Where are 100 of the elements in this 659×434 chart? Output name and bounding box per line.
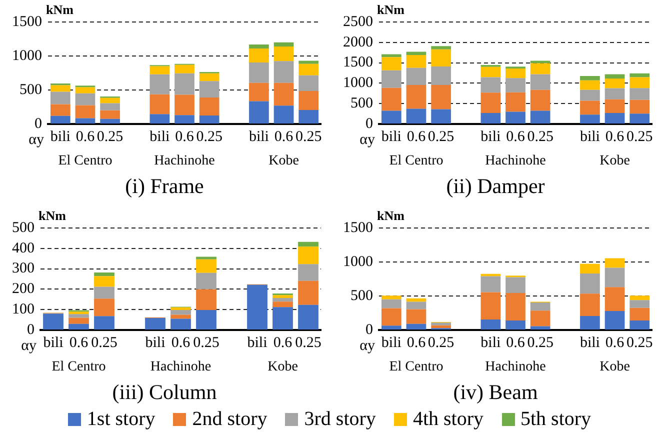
bar: [50, 85, 70, 92]
text: (ii) Damper: [446, 173, 545, 200]
x-tick-label: 0.6: [506, 128, 526, 145]
bar: [431, 85, 451, 110]
bar: [480, 112, 501, 124]
bar: [406, 309, 426, 324]
bar: [196, 272, 216, 290]
bar: [298, 110, 319, 124]
bar: [406, 302, 426, 310]
bar: [406, 85, 426, 109]
bar: [580, 294, 600, 316]
bar: [75, 118, 96, 124]
bar: [298, 242, 318, 247]
bar: [604, 112, 625, 124]
y-tick-label: 1500: [343, 54, 373, 71]
bar: [580, 76, 600, 80]
bar: [530, 310, 550, 326]
y-tick-label: 300: [12, 260, 34, 277]
y-tick-label: 0: [27, 322, 34, 338]
bar: [381, 308, 402, 326]
bar: [630, 300, 650, 308]
bar: [75, 93, 96, 106]
bar: [274, 61, 294, 83]
bar: [50, 104, 70, 116]
text: Hachinohe: [154, 154, 215, 169]
y-axis-title: kNm: [377, 2, 405, 17]
text: Hachinohe: [150, 360, 212, 375]
bar: [145, 318, 166, 330]
legend-label: 1st story: [86, 408, 156, 431]
bar: [530, 90, 550, 111]
bar: [604, 99, 625, 113]
bar: [298, 304, 318, 330]
bar: [100, 103, 120, 110]
bar: [249, 62, 269, 83]
y-tick-label: 1000: [343, 254, 373, 270]
bar: [506, 320, 526, 330]
bar: [274, 46, 294, 62]
bar: [298, 264, 318, 281]
y-tick-label: 200: [12, 281, 34, 298]
x-tick-label: bili: [580, 128, 600, 145]
x-axis-title: αy: [28, 132, 44, 148]
bar: [249, 101, 269, 124]
x-tick-label: 0.6: [274, 128, 294, 145]
bar: [150, 66, 170, 74]
y-tick-label: 1500: [12, 14, 42, 30]
bar: [506, 112, 526, 124]
bar: [506, 78, 526, 92]
x-tick-label: bili: [43, 334, 64, 351]
bar: [170, 307, 191, 310]
bar: [196, 259, 216, 273]
bar: [274, 106, 294, 124]
x-tick-label: 0.6: [273, 334, 293, 351]
bar: [506, 92, 526, 112]
bar: [506, 68, 526, 78]
x-tick-label: 0.6: [175, 128, 194, 145]
bar: [431, 322, 451, 326]
y-tick-label: 0: [366, 116, 373, 132]
bar: [196, 289, 216, 310]
x-axis-title: αy: [360, 132, 376, 148]
y-tick-label: 0: [366, 322, 373, 338]
y-axis-title: kNm: [46, 2, 74, 17]
y-tick-label: 1500: [343, 220, 373, 236]
bar: [604, 287, 625, 311]
bar: [480, 92, 501, 113]
bar: [604, 74, 625, 79]
bar: [406, 55, 426, 68]
bar: [530, 63, 550, 74]
bar: [272, 295, 293, 298]
bar: [604, 78, 625, 88]
x-tick-label: 0.6: [605, 128, 625, 145]
bar: [274, 42, 294, 46]
bar: [68, 318, 89, 324]
x-tick-label: bili: [248, 128, 269, 145]
bar: [381, 299, 402, 308]
bar: [150, 114, 170, 124]
x-tick-label: bili: [580, 334, 600, 351]
y-tick-label: 1000: [12, 48, 42, 64]
bar: [406, 324, 426, 330]
bar: [298, 75, 319, 92]
bar: [431, 325, 451, 328]
bar: [480, 276, 501, 292]
y-tick-label: 500: [20, 82, 42, 98]
bar: [381, 296, 402, 300]
bar: [480, 292, 501, 320]
text: (iv) Beam: [453, 379, 538, 406]
x-tick-label: 0.25: [428, 128, 454, 145]
x-tick-label: bili: [247, 334, 268, 351]
bar: [249, 44, 269, 49]
x-tick-label: 0.25: [295, 334, 322, 351]
x-tick-label: 0.6: [76, 128, 96, 145]
bar: [580, 80, 600, 90]
bar: [68, 312, 89, 314]
x-tick-label: 0.25: [295, 128, 322, 145]
legend-label: 3rd story: [304, 408, 376, 431]
text: (i) Frame: [125, 173, 204, 200]
bar: [94, 272, 114, 276]
bar: [506, 292, 526, 320]
bar: [480, 274, 501, 276]
bar: [174, 115, 194, 124]
bar: [406, 298, 426, 302]
